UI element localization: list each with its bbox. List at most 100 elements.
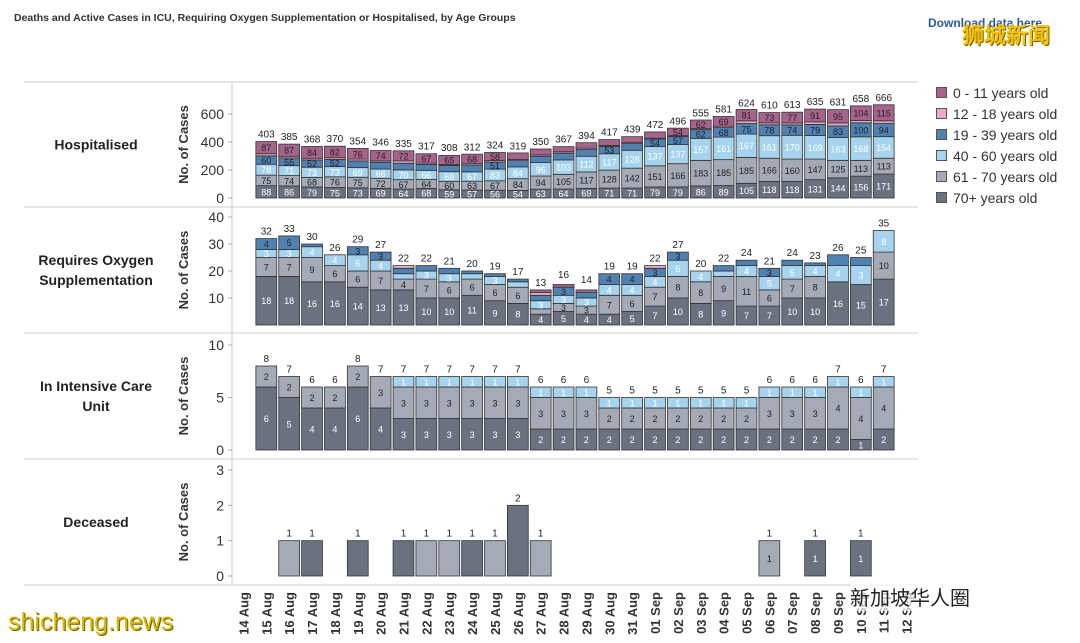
x-tick-label: 25 Aug [488, 592, 503, 635]
panel-label: In Intensive Care [40, 378, 152, 394]
legend-label: 0 - 11 years old [953, 84, 1049, 101]
bar-segment [529, 294, 552, 302]
legend-label: 61 - 70 years old [953, 168, 1058, 185]
bar-segment-label: 1 [675, 398, 680, 408]
bar-segment [667, 251, 689, 261]
bar-segment-label: 166 [670, 171, 685, 181]
bar-total-label: 19 [627, 262, 639, 273]
bar-segment-label: 65 [444, 155, 454, 165]
bar-segment-label: 10 [673, 307, 683, 317]
bar-segment [278, 540, 301, 577]
y-axis-title: No. of Cases [176, 231, 191, 310]
bar-total-label: 1 [538, 529, 544, 540]
bar-total-label: 1 [812, 529, 818, 540]
bar-segment [552, 152, 575, 161]
bar-segment-label: 56 [490, 190, 500, 200]
bar-total-label: 2 [515, 493, 521, 504]
bar-segment-label: 8 [698, 288, 703, 298]
bar-segment-label: 7 [790, 284, 795, 294]
bar-segment [255, 365, 278, 388]
bar-segment-label: 161 [762, 142, 777, 152]
bar-segment [506, 278, 529, 283]
bar-segment-label: 8 [813, 283, 818, 293]
watermark-top: 狮城新闻 [962, 23, 1051, 48]
bar-segment-label: 67 [421, 154, 431, 164]
bar-segment-label: 83 [833, 127, 843, 137]
bar-segment-label: 170 [785, 143, 800, 153]
x-tick-label: 08 Sep [808, 592, 823, 634]
bar-segment-label: 166 [762, 165, 777, 175]
bar-segment [438, 376, 461, 388]
x-tick-label: 06 Sep [762, 592, 777, 634]
bar-segment-label: 5 [790, 268, 795, 278]
bar-segment-label: 2 [767, 435, 772, 445]
bar-segment [598, 397, 621, 409]
bar-total-label: 631 [830, 98, 847, 109]
bar-total-label: 24 [741, 248, 753, 259]
bar-segment [506, 160, 529, 168]
bar-segment-label: 3 [401, 430, 406, 440]
bar-segment-label: 4 [835, 269, 840, 279]
bar-segment-label: 4 [584, 315, 589, 325]
bar-total-label: 22 [398, 254, 410, 265]
x-tick-label: 02 Sep [671, 592, 686, 634]
bar-segment-label: 6 [515, 291, 520, 301]
bar-segment-label: 63 [467, 181, 477, 191]
bar-segment [712, 397, 735, 409]
bar-total-label: 417 [601, 128, 618, 139]
bar-segment-label: 67 [490, 181, 500, 191]
bar-segment [575, 289, 598, 293]
bar-segment-label: 7 [767, 311, 772, 321]
legend-swatch [936, 129, 947, 140]
bar-segment-label: 73 [353, 188, 363, 198]
bar-segment [415, 153, 438, 164]
bar-total-label: 385 [281, 132, 298, 143]
x-tick-label: 31 Aug [625, 592, 640, 635]
bar-total-label: 1 [469, 529, 475, 540]
bar-segment-label: 63 [536, 189, 546, 199]
bar-segment-label: 84 [513, 168, 523, 178]
bar-total-label: 24 [787, 248, 799, 259]
bar-segment-label: 2 [607, 414, 612, 424]
bar-segment-label: 3 [447, 273, 452, 283]
bar-segment-label: 1 [630, 398, 635, 408]
bar-segment-label: 3 [355, 246, 360, 256]
bar-total-label: 308 [441, 143, 458, 154]
bar-segment-label: 66 [421, 170, 431, 180]
bar-segment-label: 69 [444, 172, 454, 182]
bar-segment-label: 68 [719, 128, 729, 138]
bar-segment-label: 2 [881, 435, 886, 445]
x-tick-label: 23 Aug [442, 592, 457, 635]
bar-segment-label: 151 [648, 172, 663, 182]
bar-segment-label: 142 [625, 174, 640, 184]
bar-segment-label: 3 [378, 388, 383, 398]
bar-segment-label: 79 [650, 188, 660, 198]
legend-swatch [936, 150, 947, 161]
bar-segment-label: 75 [330, 188, 340, 198]
bar-segment-label: 2 [653, 414, 658, 424]
bar-total-label: 7 [835, 365, 841, 376]
bar-segment-label: 4 [607, 285, 612, 295]
bar-segment [689, 270, 712, 283]
bar-segment-label: 1 [813, 554, 818, 564]
download-data-link[interactable]: Download data here [928, 16, 1043, 30]
legend-label: 12 - 18 years old [953, 105, 1058, 122]
bar-segment-label: 2 [835, 435, 840, 445]
bar-total-label: 22 [421, 254, 433, 265]
bar-segment [529, 148, 552, 156]
bar-segment [689, 397, 712, 409]
bar-segment-label: 2 [310, 393, 315, 403]
bar-segment [484, 540, 506, 577]
bar-segment-label: 1 [698, 398, 703, 408]
bar-segment-label: 7 [653, 311, 658, 321]
bar-segment-label: 88 [261, 187, 271, 197]
y-tick-label: 40 [208, 209, 224, 225]
bar-segment-label: 3 [264, 249, 269, 259]
bar-segment-label: 3 [767, 409, 772, 419]
legend-item: 19 - 39 years old [936, 124, 1057, 145]
bar-segment-label: 64 [559, 189, 569, 199]
bar-segment-label: 5 [630, 314, 635, 324]
legend-swatch [936, 108, 947, 119]
bar-segment-label: 6 [630, 299, 635, 309]
bar-total-label: 26 [832, 243, 844, 254]
